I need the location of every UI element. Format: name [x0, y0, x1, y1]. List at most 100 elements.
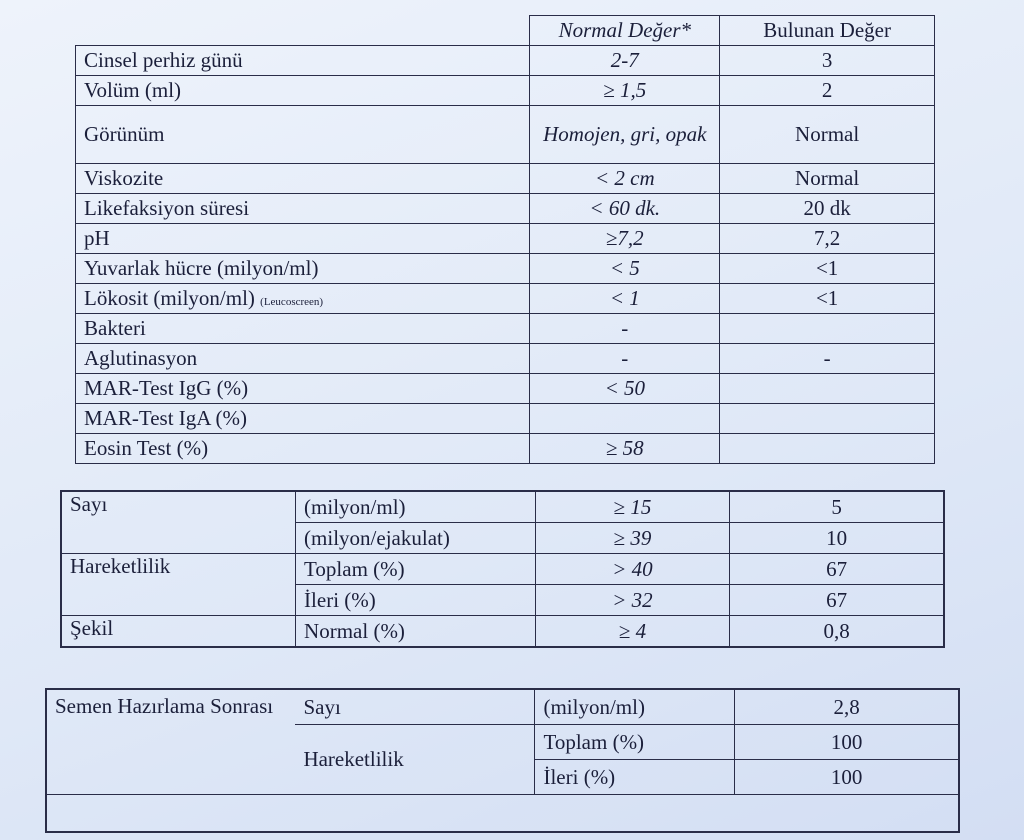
normal-value: - [529, 343, 721, 374]
row-label: Görünüm [84, 122, 165, 146]
found-value: <1 [719, 283, 935, 314]
group-label: Sayı [295, 688, 536, 725]
found-value: <1 [719, 253, 935, 284]
found-value: 100 [734, 724, 960, 760]
table-row: Şekil Normal (%) ≥ 4 0,8 [60, 615, 945, 648]
row-label: MAR-Test IgA (%) [84, 406, 248, 430]
row-label-cell: Bakteri [74, 313, 531, 344]
row-label-cell: Likefaksiyon süresi [74, 193, 531, 224]
normal-value: ≥ 15 [534, 490, 731, 523]
normal-value: ≥7,2 [529, 223, 721, 254]
table-row: Lökosit (milyon/ml) (Leucoscreen) < 1 <1 [74, 283, 935, 314]
found-value: 2,8 [734, 688, 960, 725]
table-row: (milyon/ejakulat) ≥ 39 10 [61, 522, 945, 554]
normal-value: < 2 cm [529, 163, 721, 194]
table-row: Hareketlilik Toplam (%) 100 [46, 724, 960, 795]
row-label-cell: MAR-Test IgA (%) [74, 403, 531, 434]
found-value: Normal [719, 105, 935, 164]
found-value: 100 [734, 759, 960, 795]
empty-cell [45, 794, 960, 833]
group-label: Hareketlilik [295, 724, 536, 795]
normal-value: - [529, 313, 721, 344]
row-label-cell: Volüm (ml) [74, 75, 531, 106]
found-value: 5 [729, 490, 945, 523]
found-value [719, 403, 935, 434]
normal-value: 2-7 [529, 45, 721, 76]
found-value [719, 313, 935, 344]
unit-label: (milyon/ml) [534, 688, 736, 725]
group-label: Hareketlilik [60, 553, 297, 616]
row-label: Bakteri [84, 316, 146, 340]
table-row: Eosin Test (%) ≥ 58 [74, 433, 935, 464]
preparation-table: Semen Hazırlama Sonrası Sayı (milyon/ml) 2,… [45, 688, 960, 833]
group-label: Şekil [60, 615, 297, 648]
unit-label: (milyon/ml) [295, 490, 536, 523]
section-label: Semen Hazırlama Sonrası [45, 688, 296, 795]
row-label: MAR-Test IgG (%) [84, 376, 249, 400]
group-label: Sayı [60, 490, 297, 554]
unit-label: (milyon/ejakulat) [295, 522, 536, 554]
table-row: Volüm (ml) ≥ 1,5 2 [74, 75, 935, 106]
normal-value: < 5 [529, 253, 721, 284]
normal-value: < 60 dk. [529, 193, 721, 224]
table-row: Semen Hazırlama Sonrası Sayı (milyon/ml) 2,… [45, 688, 960, 795]
normal-value: < 1 [529, 283, 721, 314]
row-label: Aglutinasyon [84, 346, 198, 370]
table-row: Hareketlilik Toplam (%) > 40 67 [60, 553, 945, 616]
row-note: (Leucoscreen) [260, 296, 324, 308]
unit-label: İleri (%) [295, 584, 536, 616]
column-header: Normal Değer* [529, 15, 721, 46]
table-row: Yuvarlak hücre (milyon/ml) < 5 <1 [74, 253, 935, 284]
empty-row [45, 794, 960, 833]
normal-value: ≥ 39 [534, 522, 731, 554]
unit-label: İleri (%) [534, 759, 736, 795]
unit-label: Toplam (%) [534, 724, 736, 760]
table-row: Sayı (milyon/ml) ≥ 15 5 [60, 490, 945, 554]
table-row: Görünüm Homojen, gri, opak Normal [74, 105, 935, 164]
row-label-cell: Görünüm [74, 105, 531, 164]
normal-value [529, 403, 721, 434]
normal-value: > 40 [534, 553, 731, 585]
found-value: 20 dk [719, 193, 935, 224]
normal-value: Homojen, gri, opak [529, 105, 721, 164]
row-label: Yuvarlak hücre (milyon/ml) [84, 256, 319, 280]
found-value: 2 [719, 75, 935, 106]
found-value: 7,2 [719, 223, 935, 254]
found-value: 10 [729, 522, 945, 554]
unit-label: Normal (%) [295, 615, 536, 648]
header-row: Normal Değer* Bulunan Değer [76, 15, 935, 46]
table-row: Cinsel perhiz günü 2-7 3 [74, 45, 935, 76]
table-row: İleri (%) > 32 67 [61, 584, 945, 616]
found-value [719, 373, 935, 404]
row-label-cell: MAR-Test IgG (%) [74, 373, 531, 404]
row-label-cell: Cinsel perhiz günü [74, 45, 531, 76]
row-label-cell: Eosin Test (%) [74, 433, 531, 464]
normal-value: ≥ 58 [529, 433, 721, 464]
row-label: Likefaksiyon süresi [84, 196, 250, 220]
found-value [719, 433, 935, 464]
empty-cell [76, 16, 530, 46]
table-row: MAR-Test IgA (%) [74, 403, 935, 434]
row-label-cell: Viskozite [74, 163, 531, 194]
found-value: 67 [729, 553, 945, 585]
found-value: Normal [719, 163, 935, 194]
found-value: - [719, 343, 935, 374]
column-header: Bulunan Değer [719, 15, 935, 46]
found-value: 67 [729, 584, 945, 616]
normal-value: < 50 [529, 373, 721, 404]
sperm-table: Sayı (milyon/ml) ≥ 15 5 (milyon/ejakulat) ≥ 3… [60, 490, 945, 648]
table-row: Bakteri - [74, 313, 935, 344]
row-label-cell: Yuvarlak hücre (milyon/ml) [74, 253, 531, 284]
normal-value: > 32 [534, 584, 731, 616]
row-label-cell: Lökosit (milyon/ml) (Leucoscreen) [74, 283, 531, 314]
normal-value: ≥ 4 [534, 615, 731, 648]
table-row: Viskozite < 2 cm Normal [74, 163, 935, 194]
unit-label: Toplam (%) [295, 553, 536, 585]
row-label: pH [84, 226, 110, 250]
row-label: Lökosit (milyon/ml) [84, 286, 255, 310]
table-row: Aglutinasyon - - [74, 343, 935, 374]
row-label: Viskozite [84, 166, 164, 190]
normal-value: ≥ 1,5 [529, 75, 721, 106]
row-label-cell: pH [74, 223, 531, 254]
